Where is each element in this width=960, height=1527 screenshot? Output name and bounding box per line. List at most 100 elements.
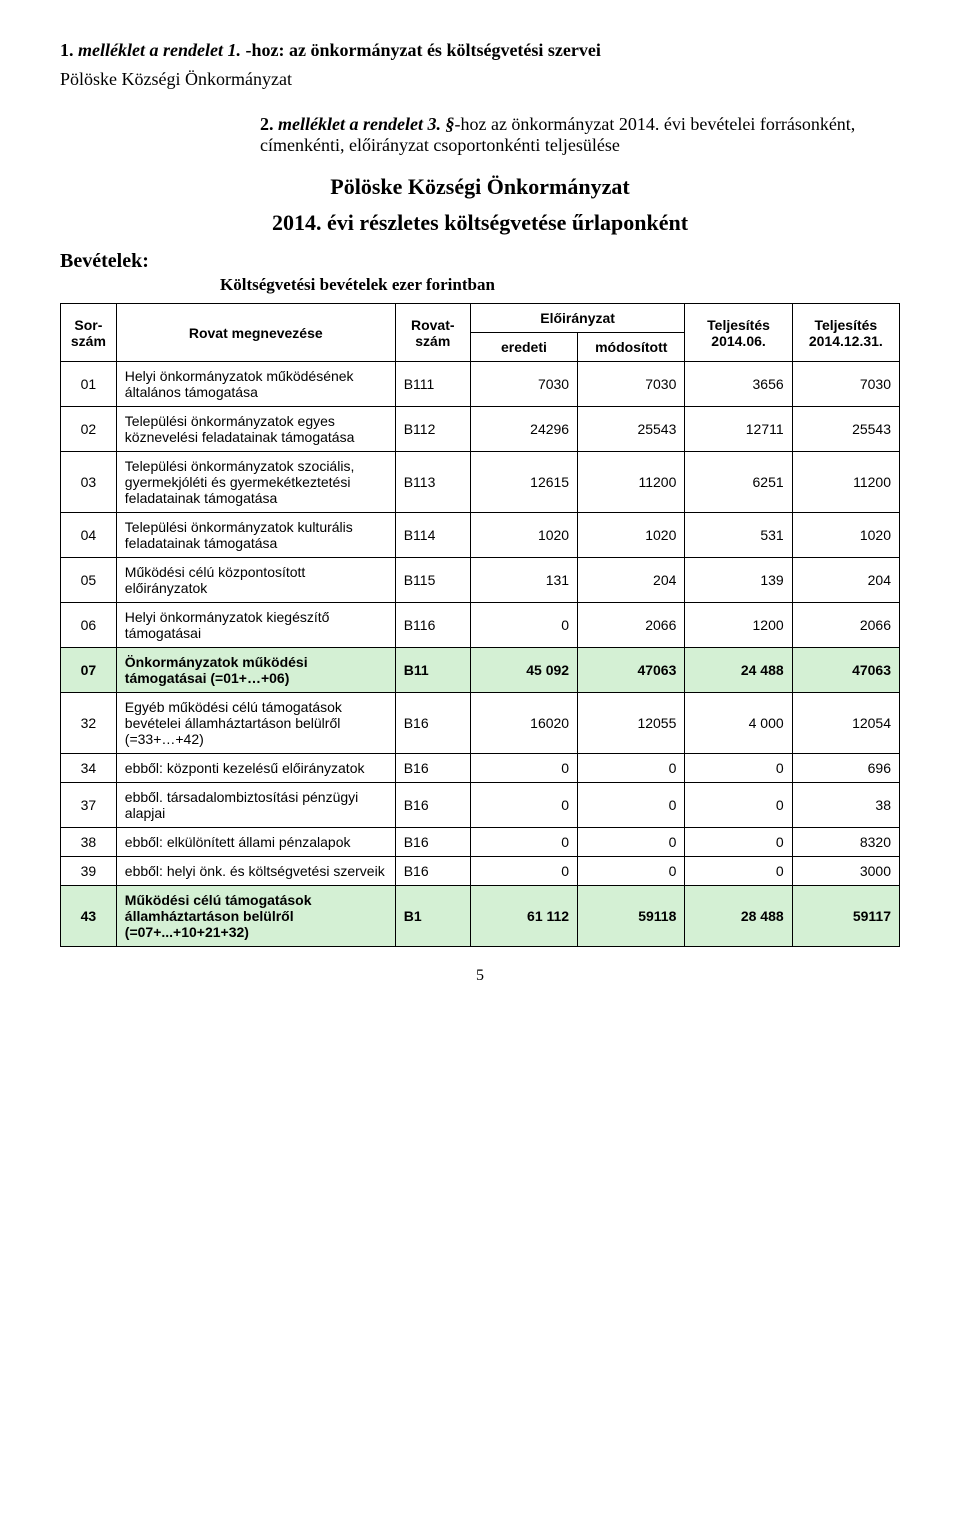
cell-val: 2066 bbox=[792, 603, 899, 648]
cell-val: 1020 bbox=[792, 513, 899, 558]
cell-val: 11200 bbox=[792, 452, 899, 513]
cell-val: 47063 bbox=[792, 648, 899, 693]
table-row: 39ebből: helyi önk. és költségvetési sze… bbox=[61, 857, 900, 886]
cell-val: 1020 bbox=[470, 513, 577, 558]
th-modositott: módosított bbox=[578, 333, 685, 362]
mell1-ital: melléklet a rendelet 1. bbox=[78, 40, 241, 60]
cell-val: 0 bbox=[470, 857, 577, 886]
table-row: 05Működési célú központosított előirányz… bbox=[61, 558, 900, 603]
cell-rov: B16 bbox=[395, 783, 470, 828]
cell-val: 0 bbox=[685, 857, 792, 886]
center-title-line1: Pölöske Községi Önkormányzat bbox=[60, 174, 900, 200]
cell-rov: B16 bbox=[395, 754, 470, 783]
cell-val: 59118 bbox=[578, 886, 685, 947]
cell-val: 38 bbox=[792, 783, 899, 828]
cell-rov: B115 bbox=[395, 558, 470, 603]
cell-name: Helyi önkormányzatok kiegészítő támogatá… bbox=[116, 603, 395, 648]
cell-sor: 43 bbox=[61, 886, 117, 947]
cell-val: 24296 bbox=[470, 407, 577, 452]
table-row: 02Települési önkormányzatok egyes köznev… bbox=[61, 407, 900, 452]
cell-val: 0 bbox=[685, 783, 792, 828]
table-body: 01Helyi önkormányzatok működésének által… bbox=[61, 362, 900, 947]
th-teljesites-12: Teljesítés 2014.12.31. bbox=[792, 304, 899, 362]
cell-val: 7030 bbox=[578, 362, 685, 407]
cell-val: 1200 bbox=[685, 603, 792, 648]
mell2-num: 2. bbox=[260, 114, 274, 134]
cell-rov: B16 bbox=[395, 828, 470, 857]
cell-rov: B16 bbox=[395, 857, 470, 886]
cell-name: Települési önkormányzatok kulturális fel… bbox=[116, 513, 395, 558]
cell-name: ebből: elkülönített állami pénzalapok bbox=[116, 828, 395, 857]
cell-val: 0 bbox=[578, 828, 685, 857]
table-row: 43Működési célú támogatások államháztart… bbox=[61, 886, 900, 947]
table-row: 32Egyéb működési célú támogatások bevéte… bbox=[61, 693, 900, 754]
cell-sor: 05 bbox=[61, 558, 117, 603]
cell-rov: B112 bbox=[395, 407, 470, 452]
sub-heading: Költségvetési bevételek ezer forintban bbox=[220, 275, 900, 295]
page-number: 5 bbox=[60, 967, 900, 985]
cell-val: 0 bbox=[470, 828, 577, 857]
table-row: 06Helyi önkormányzatok kiegészítő támoga… bbox=[61, 603, 900, 648]
cell-val: 531 bbox=[685, 513, 792, 558]
cell-name: Működési célú központosított előirányzat… bbox=[116, 558, 395, 603]
cell-val: 1020 bbox=[578, 513, 685, 558]
cell-name: ebből: helyi önk. és költségvetési szerv… bbox=[116, 857, 395, 886]
cell-name: Önkormányzatok működési támogatásai (=01… bbox=[116, 648, 395, 693]
cell-val: 0 bbox=[685, 754, 792, 783]
cell-val: 2066 bbox=[578, 603, 685, 648]
cell-sor: 01 bbox=[61, 362, 117, 407]
cell-val: 6251 bbox=[685, 452, 792, 513]
cell-rov: B11 bbox=[395, 648, 470, 693]
cell-name: ebből: központi kezelésű előirányzatok bbox=[116, 754, 395, 783]
cell-val: 0 bbox=[470, 603, 577, 648]
cell-val: 25543 bbox=[792, 407, 899, 452]
th-eredeti: eredeti bbox=[470, 333, 577, 362]
mell1-num: 1. bbox=[60, 40, 74, 60]
table-row: 04Települési önkormányzatok kulturális f… bbox=[61, 513, 900, 558]
cell-val: 0 bbox=[578, 783, 685, 828]
attachment-1-line: 1. melléklet a rendelet 1. -hoz: az önko… bbox=[60, 40, 900, 61]
cell-rov: B16 bbox=[395, 693, 470, 754]
cell-val: 204 bbox=[578, 558, 685, 603]
table-row: 07Önkormányzatok működési támogatásai (=… bbox=[61, 648, 900, 693]
table-row: 01Helyi önkormányzatok működésének által… bbox=[61, 362, 900, 407]
cell-val: 28 488 bbox=[685, 886, 792, 947]
cell-val: 61 112 bbox=[470, 886, 577, 947]
cell-rov: B1 bbox=[395, 886, 470, 947]
municipality-name: Pölöske Községi Önkormányzat bbox=[60, 69, 900, 90]
cell-val: 0 bbox=[578, 857, 685, 886]
cell-val: 139 bbox=[685, 558, 792, 603]
cell-sor: 03 bbox=[61, 452, 117, 513]
cell-val: 12711 bbox=[685, 407, 792, 452]
cell-sor: 38 bbox=[61, 828, 117, 857]
cell-name: Települési önkormányzatok szociális, gye… bbox=[116, 452, 395, 513]
center-title-line2: 2014. évi részletes költségvetése űrlapo… bbox=[60, 210, 900, 236]
th-rovat-name: Rovat megnevezése bbox=[116, 304, 395, 362]
cell-val: 45 092 bbox=[470, 648, 577, 693]
cell-val: 59117 bbox=[792, 886, 899, 947]
cell-val: 0 bbox=[578, 754, 685, 783]
table-row: 38ebből: elkülönített állami pénzalapokB… bbox=[61, 828, 900, 857]
cell-val: 4 000 bbox=[685, 693, 792, 754]
cell-val: 7030 bbox=[470, 362, 577, 407]
cell-val: 12054 bbox=[792, 693, 899, 754]
table-row: 37ebből. társadalombiztosítási pénzügyi … bbox=[61, 783, 900, 828]
budget-table: Sor-szám Rovat megnevezése Rovat-szám El… bbox=[60, 303, 900, 947]
th-eloiranyzat: Előirányzat bbox=[470, 304, 685, 333]
th-rovat-szam: Rovat-szám bbox=[395, 304, 470, 362]
cell-name: Működési célú támogatások államháztartás… bbox=[116, 886, 395, 947]
cell-sor: 07 bbox=[61, 648, 117, 693]
attachment-2-block: 2. melléklet a rendelet 3. §-hoz az önko… bbox=[260, 114, 900, 156]
th-sorszam: Sor-szám bbox=[61, 304, 117, 362]
cell-sor: 02 bbox=[61, 407, 117, 452]
cell-val: 131 bbox=[470, 558, 577, 603]
cell-name: Települési önkormányzatok egyes köznevel… bbox=[116, 407, 395, 452]
cell-val: 8320 bbox=[792, 828, 899, 857]
cell-val: 3000 bbox=[792, 857, 899, 886]
mell1-rest: -hoz: az önkormányzat és költségvetési s… bbox=[245, 40, 600, 60]
cell-name: ebből. társadalombiztosítási pénzügyi al… bbox=[116, 783, 395, 828]
cell-name: Egyéb működési célú támogatások bevétele… bbox=[116, 693, 395, 754]
cell-sor: 04 bbox=[61, 513, 117, 558]
cell-val: 12055 bbox=[578, 693, 685, 754]
cell-val: 0 bbox=[470, 783, 577, 828]
